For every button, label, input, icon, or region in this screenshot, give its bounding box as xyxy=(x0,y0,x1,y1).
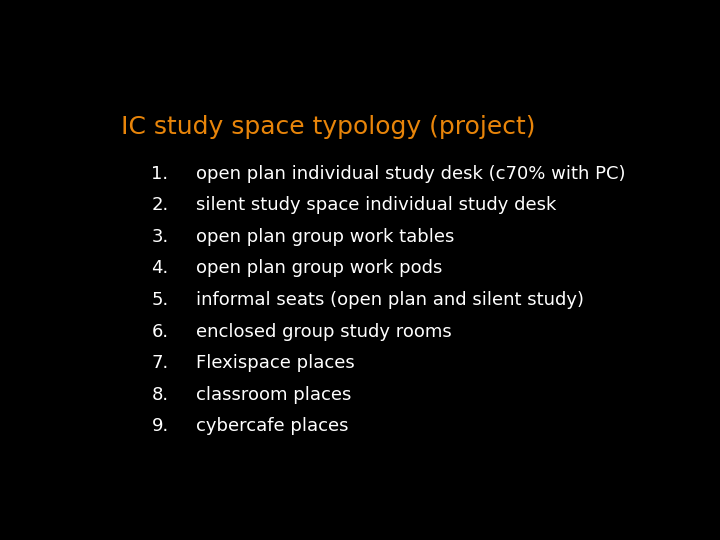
Text: IC study space typology (project): IC study space typology (project) xyxy=(121,114,535,139)
Text: open plan individual study desk (c70% with PC): open plan individual study desk (c70% wi… xyxy=(196,165,626,183)
Text: 8.: 8. xyxy=(151,386,168,404)
Text: classroom places: classroom places xyxy=(196,386,351,404)
Text: 1.: 1. xyxy=(151,165,168,183)
Text: 7.: 7. xyxy=(151,354,168,372)
Text: 9.: 9. xyxy=(151,417,168,435)
Text: silent study space individual study desk: silent study space individual study desk xyxy=(196,196,557,214)
Text: cybercafe places: cybercafe places xyxy=(196,417,348,435)
Text: 3.: 3. xyxy=(151,228,168,246)
Text: 2.: 2. xyxy=(151,196,168,214)
Text: enclosed group study rooms: enclosed group study rooms xyxy=(196,322,451,341)
Text: 6.: 6. xyxy=(151,322,168,341)
Text: open plan group work pods: open plan group work pods xyxy=(196,259,442,278)
Text: Flexispace places: Flexispace places xyxy=(196,354,355,372)
Text: 4.: 4. xyxy=(151,259,168,278)
Text: informal seats (open plan and silent study): informal seats (open plan and silent stu… xyxy=(196,291,584,309)
Text: open plan group work tables: open plan group work tables xyxy=(196,228,454,246)
Text: 5.: 5. xyxy=(151,291,168,309)
